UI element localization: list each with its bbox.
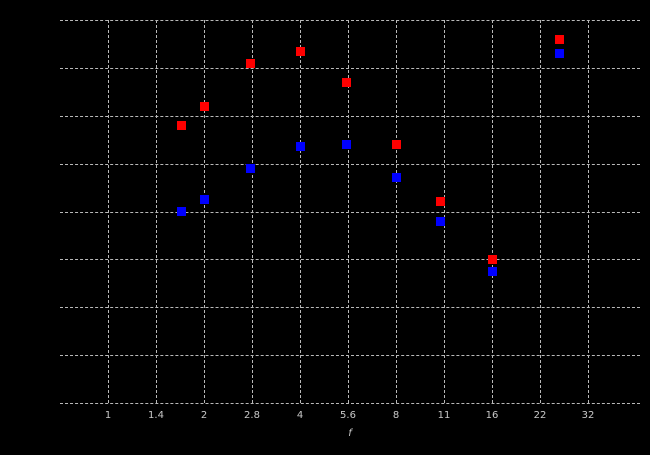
gridline-horizontal [60, 67, 640, 69]
gridline-horizontal [60, 115, 640, 117]
data-point [554, 49, 564, 58]
data-point [176, 207, 186, 216]
gridline-vertical [348, 20, 349, 403]
gridline-vertical [492, 20, 493, 403]
x-tick-label: 22 [533, 410, 547, 421]
data-point [342, 77, 352, 87]
data-point [435, 216, 445, 226]
x-axis-title: f [348, 428, 352, 439]
data-point [176, 120, 186, 130]
x-tick-label: 16 [485, 410, 499, 421]
data-point [391, 173, 401, 183]
x-tick-label: 32 [581, 410, 595, 421]
gridline-vertical [108, 20, 109, 403]
gridline-horizontal [60, 259, 640, 261]
x-tick-label: 1 [104, 410, 112, 421]
gridline-horizontal [60, 403, 640, 404]
x-tick-label: 2 [200, 410, 208, 421]
data-point [199, 195, 209, 205]
gridline-horizontal [60, 211, 640, 213]
gridline-vertical [588, 20, 589, 403]
data-point [199, 101, 209, 111]
gridline-horizontal [60, 355, 640, 357]
data-point [342, 139, 352, 149]
gridline-vertical [396, 20, 397, 403]
gridline-horizontal [60, 20, 640, 21]
data-point [391, 139, 401, 149]
gridline-horizontal [60, 163, 640, 165]
data-point [246, 163, 256, 173]
data-point [246, 58, 256, 68]
gridline-vertical [444, 20, 445, 403]
data-point [435, 197, 445, 207]
data-point [487, 254, 497, 264]
x-tick-label: 11 [437, 410, 451, 421]
gridline-vertical [300, 20, 301, 403]
data-point [487, 266, 497, 276]
gridline-vertical [540, 20, 541, 403]
gridline-vertical [204, 20, 205, 403]
x-tick-label: 2.8 [244, 410, 260, 421]
x-tick-label: 1.4 [148, 410, 164, 421]
x-tick-label: 8 [392, 410, 400, 421]
data-point [554, 34, 564, 44]
gridline-horizontal [60, 307, 640, 309]
gridline-vertical [252, 20, 253, 403]
gridline-vertical [156, 20, 157, 403]
x-tick-label: 4 [296, 410, 304, 421]
x-tick-label: 5.6 [340, 410, 356, 421]
data-point [295, 46, 305, 56]
data-point [295, 142, 305, 152]
